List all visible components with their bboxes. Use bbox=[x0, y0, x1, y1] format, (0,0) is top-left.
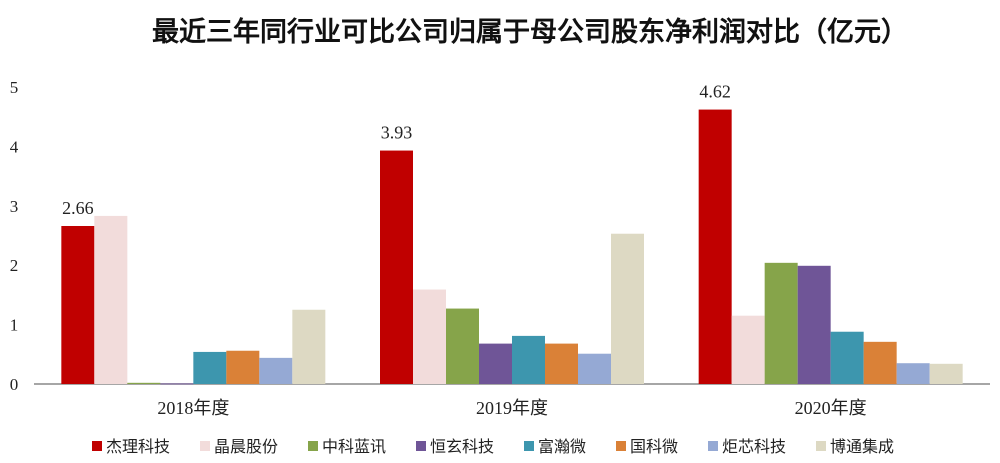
legend-swatch bbox=[816, 441, 826, 451]
legend-label: 晶晨股份 bbox=[214, 437, 278, 456]
bar-炬芯科技-2018年度 bbox=[259, 357, 293, 384]
bar-中科蓝讯-2020年度 bbox=[764, 262, 798, 384]
y-tick-label: 0 bbox=[10, 375, 19, 394]
bar-杰理科技-2020年度 bbox=[698, 109, 732, 385]
bar-炬芯科技-2020年度 bbox=[896, 363, 930, 384]
bar-杰理科技-2018年度 bbox=[61, 225, 95, 384]
legend-label: 博通集成 bbox=[830, 437, 894, 456]
legend-swatch bbox=[616, 441, 626, 451]
bar-博通集成-2018年度 bbox=[292, 309, 326, 384]
bar-中科蓝讯-2018年度 bbox=[127, 382, 161, 384]
bar-国科微-2019年度 bbox=[545, 343, 578, 384]
legend-swatch bbox=[524, 441, 534, 451]
chart-title: 最近三年同行业可比公司归属于母公司股东净利润对比（亿元） bbox=[152, 17, 908, 48]
bar-恒玄科技-2018年度 bbox=[160, 383, 194, 385]
bar-富瀚微-2018年度 bbox=[193, 351, 227, 384]
bar-博通集成-2019年度 bbox=[611, 233, 644, 384]
legend-swatch bbox=[708, 441, 718, 451]
bar-恒玄科技-2020年度 bbox=[797, 265, 831, 384]
bar-国科微-2020年度 bbox=[863, 341, 897, 384]
bar-晶晨股份-2018年度 bbox=[94, 215, 128, 384]
legend-label: 中科蓝讯 bbox=[322, 437, 386, 456]
bar-国科微-2018年度 bbox=[226, 350, 260, 384]
data-label: 3.93 bbox=[381, 123, 413, 143]
bar-中科蓝讯-2019年度 bbox=[446, 308, 479, 384]
bar-炬芯科技-2019年度 bbox=[578, 353, 611, 384]
bar-博通集成-2020年度 bbox=[929, 363, 963, 384]
legend-label: 恒玄科技 bbox=[430, 437, 494, 456]
legend-swatch bbox=[416, 441, 426, 451]
bar-晶晨股份-2019年度 bbox=[413, 289, 446, 384]
y-tick-label: 4 bbox=[10, 137, 19, 156]
x-tick-label: 2018年度 bbox=[157, 398, 229, 418]
legend-swatch bbox=[92, 441, 102, 451]
x-tick-label: 2020年度 bbox=[795, 398, 867, 418]
bar-富瀚微-2020年度 bbox=[830, 331, 864, 384]
data-label: 2.66 bbox=[62, 198, 94, 218]
legend-label: 国科微 bbox=[630, 437, 678, 456]
bar-富瀚微-2019年度 bbox=[512, 335, 545, 384]
data-label: 4.62 bbox=[699, 82, 731, 102]
bar-恒玄科技-2019年度 bbox=[479, 343, 512, 384]
legend-label: 杰理科技 bbox=[106, 437, 170, 456]
legend-swatch bbox=[200, 441, 210, 451]
bar-杰理科技-2019年度 bbox=[380, 150, 413, 384]
y-tick-label: 1 bbox=[10, 316, 19, 335]
y-tick-label: 2 bbox=[10, 256, 19, 275]
x-tick-label: 2019年度 bbox=[476, 398, 548, 418]
bar-晶晨股份-2020年度 bbox=[731, 315, 765, 384]
y-tick-label: 5 bbox=[10, 78, 19, 97]
y-tick-label: 3 bbox=[10, 197, 19, 216]
legend-label: 炬芯科技 bbox=[722, 437, 786, 456]
legend-label: 富瀚微 bbox=[538, 437, 586, 456]
legend-swatch bbox=[308, 441, 318, 451]
